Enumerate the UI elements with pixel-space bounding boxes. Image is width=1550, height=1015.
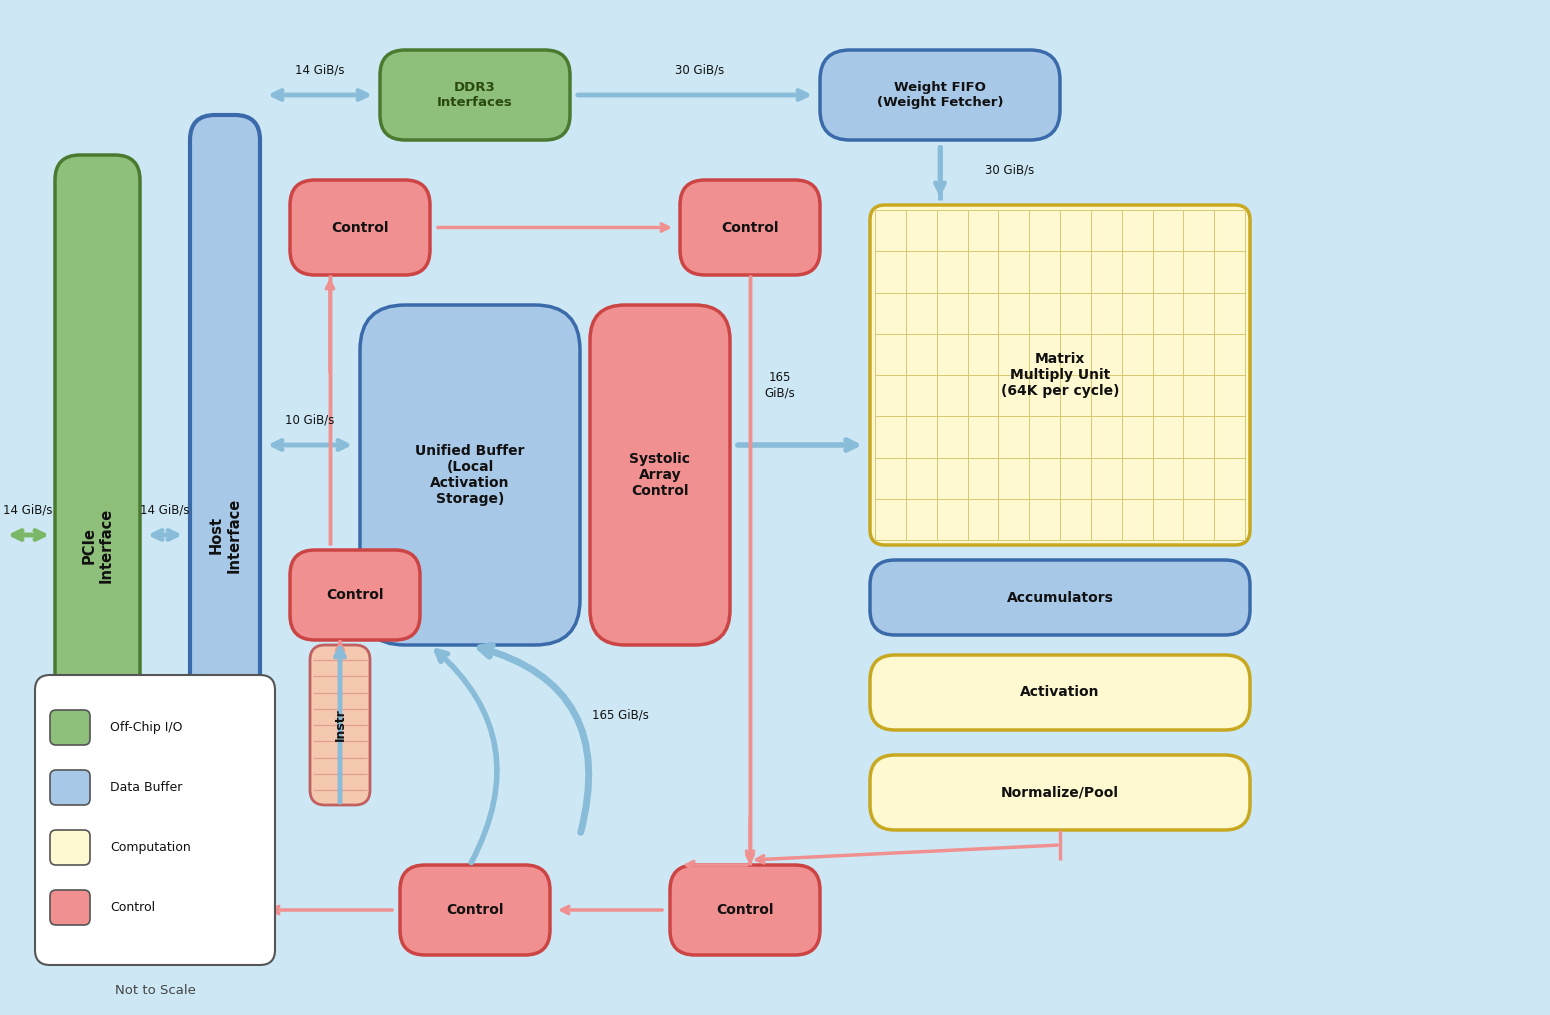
- FancyBboxPatch shape: [191, 115, 260, 955]
- Text: 165 GiB/s: 165 GiB/s: [592, 708, 648, 722]
- FancyBboxPatch shape: [591, 304, 730, 645]
- FancyBboxPatch shape: [870, 205, 1249, 545]
- FancyBboxPatch shape: [310, 645, 370, 805]
- Text: Computation: Computation: [110, 841, 191, 854]
- FancyBboxPatch shape: [50, 770, 90, 805]
- Text: Data Buffer: Data Buffer: [110, 781, 183, 794]
- FancyBboxPatch shape: [50, 830, 90, 865]
- FancyBboxPatch shape: [36, 675, 274, 965]
- Text: Control: Control: [332, 220, 389, 234]
- FancyBboxPatch shape: [680, 180, 820, 275]
- Text: Control: Control: [716, 903, 773, 917]
- FancyBboxPatch shape: [870, 755, 1249, 830]
- FancyBboxPatch shape: [290, 180, 429, 275]
- Text: 14 GiB/s: 14 GiB/s: [140, 503, 189, 517]
- Text: 30 GiB/s: 30 GiB/s: [676, 64, 725, 76]
- Text: Control: Control: [721, 220, 778, 234]
- FancyBboxPatch shape: [380, 50, 570, 140]
- FancyBboxPatch shape: [54, 155, 140, 935]
- Text: Control: Control: [326, 588, 384, 602]
- FancyBboxPatch shape: [820, 50, 1060, 140]
- Text: 10 GiB/s: 10 GiB/s: [285, 413, 335, 426]
- Text: Host
Interface: Host Interface: [209, 497, 242, 572]
- Text: Instr: Instr: [333, 708, 347, 741]
- Text: Off-Chip I/O: Off-Chip I/O: [110, 721, 183, 734]
- Text: Unified Buffer
(Local
Activation
Storage): Unified Buffer (Local Activation Storage…: [415, 444, 525, 506]
- FancyBboxPatch shape: [360, 304, 580, 645]
- FancyBboxPatch shape: [400, 865, 550, 955]
- Text: Activation: Activation: [1020, 685, 1100, 699]
- Text: Accumulators: Accumulators: [1006, 591, 1113, 605]
- FancyBboxPatch shape: [50, 710, 90, 745]
- Text: PCIe
Interface: PCIe Interface: [81, 508, 113, 583]
- Text: Control: Control: [110, 901, 155, 914]
- FancyBboxPatch shape: [670, 865, 820, 955]
- FancyBboxPatch shape: [50, 890, 90, 925]
- Text: Matrix
Multiply Unit
(64K per cycle): Matrix Multiply Unit (64K per cycle): [1001, 352, 1119, 398]
- FancyBboxPatch shape: [290, 550, 420, 640]
- Text: Not to Scale: Not to Scale: [115, 984, 195, 997]
- FancyBboxPatch shape: [870, 655, 1249, 730]
- Text: 14 GiB/s: 14 GiB/s: [294, 64, 344, 76]
- Text: 165
GiB/s: 165 GiB/s: [764, 371, 795, 399]
- Text: 14 GiB/s: 14 GiB/s: [3, 503, 53, 517]
- Text: Systolic
Array
Control: Systolic Array Control: [629, 452, 690, 498]
- Text: DDR3
Interfaces: DDR3 Interfaces: [437, 81, 513, 109]
- FancyBboxPatch shape: [870, 560, 1249, 635]
- Text: Weight FIFO
(Weight Fetcher): Weight FIFO (Weight Fetcher): [877, 81, 1003, 109]
- Text: Normalize/Pool: Normalize/Pool: [1001, 786, 1119, 800]
- Text: Control: Control: [446, 903, 504, 917]
- Text: 30 GiB/s: 30 GiB/s: [986, 163, 1035, 177]
